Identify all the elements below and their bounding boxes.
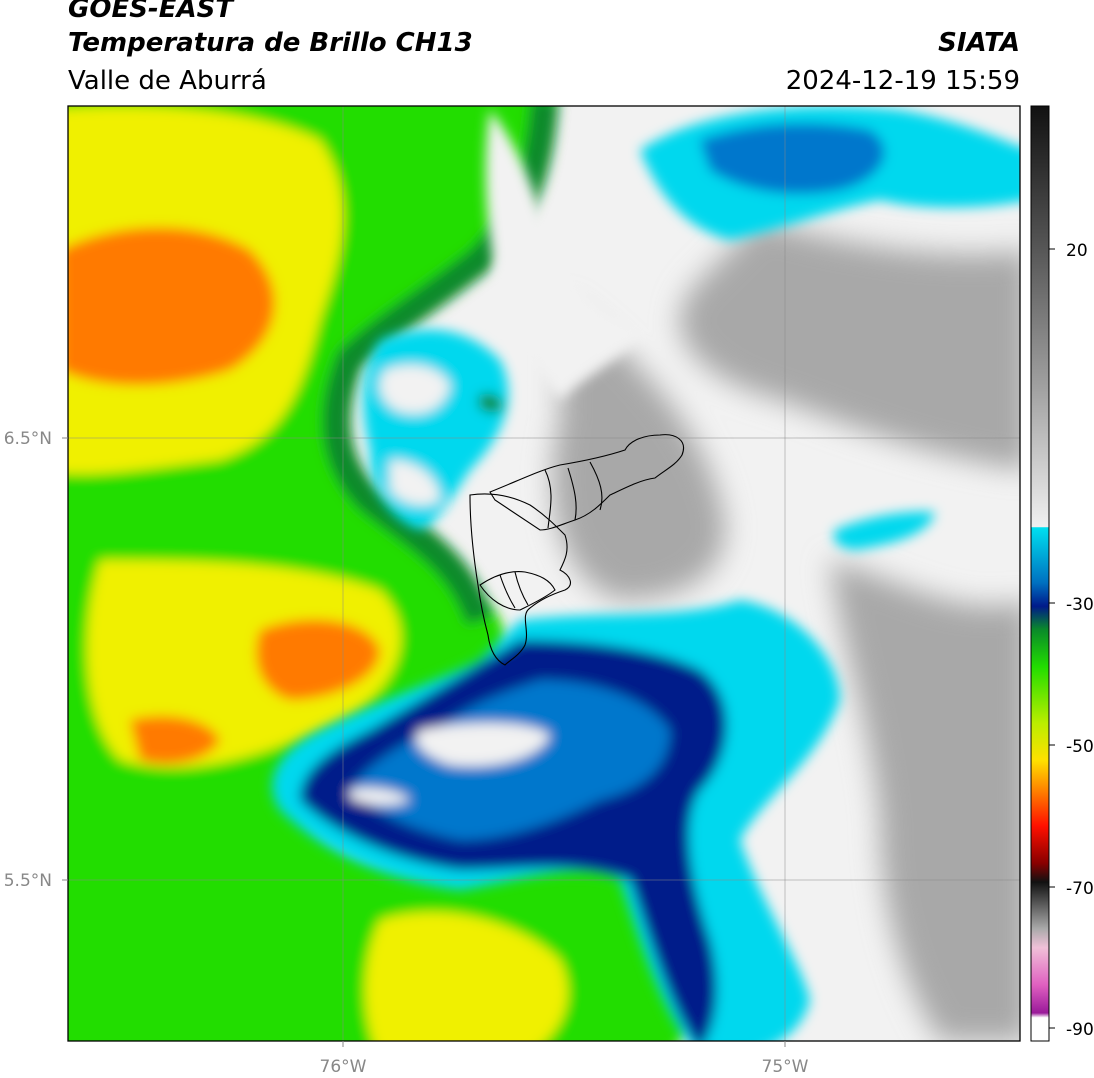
region-subtitle: Valle de Aburrá [68,66,267,96]
orange-c-region [130,716,220,764]
lat-tick-6-5n: 6.5°N [4,429,52,449]
graticule [68,106,1020,1041]
blue-ne-region [700,123,885,194]
colorbar-tick-20: 20 [1066,241,1088,261]
lat-tick-5-5n: 5.5°N [4,871,52,891]
lon-axis: 76°W 75°W [320,1041,809,1077]
municipal-boundaries [469,434,684,666]
colorbar-tick-minus50: -50 [1066,737,1094,757]
colorbar-tick-minus90: -90 [1066,1020,1094,1040]
colorbar: 20 -30 -50 -70 -90 [1030,105,1094,1042]
white-mid-a-region [379,365,450,414]
darkgreen-spot-region [478,393,503,413]
lon-tick-75w: 75°W [762,1057,809,1077]
timestamp-label: 2024-12-19 15:59 [785,66,1020,96]
map-frame [67,105,1021,1042]
product-title: Temperatura de Brillo CH13 [68,28,473,58]
cyan-east-region [833,511,935,550]
white-mid-b-region [390,460,440,506]
satellite-title: GOES-EAST [68,0,234,24]
colorbar-tick-minus30: -30 [1066,595,1094,615]
lon-tick-76w: 76°W [320,1057,367,1077]
white-channel-region [485,110,650,400]
orange-b-region [256,619,380,700]
yellow-c-region [365,912,568,1041]
gray2-region [552,300,726,600]
gray3-region [830,560,1020,1041]
yellow-b-region [86,560,401,768]
colorbar-tick-minus70: -70 [1066,879,1094,899]
white-south-a-region [416,723,550,767]
orange-a-region [68,227,275,385]
gray1-region [680,220,1020,469]
agency-label: SIATA [938,28,1020,58]
white-south-b-region [350,788,410,806]
lat-axis: 6.5°N 5.5°N [4,429,68,891]
brightness-temperature-field [68,106,1020,1041]
